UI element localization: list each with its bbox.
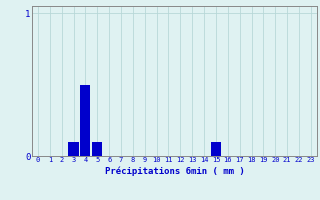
X-axis label: Précipitations 6min ( mm ): Précipitations 6min ( mm ) xyxy=(105,166,244,176)
Bar xyxy=(68,142,79,156)
Bar xyxy=(80,85,91,156)
Bar xyxy=(211,142,221,156)
Bar xyxy=(92,142,102,156)
